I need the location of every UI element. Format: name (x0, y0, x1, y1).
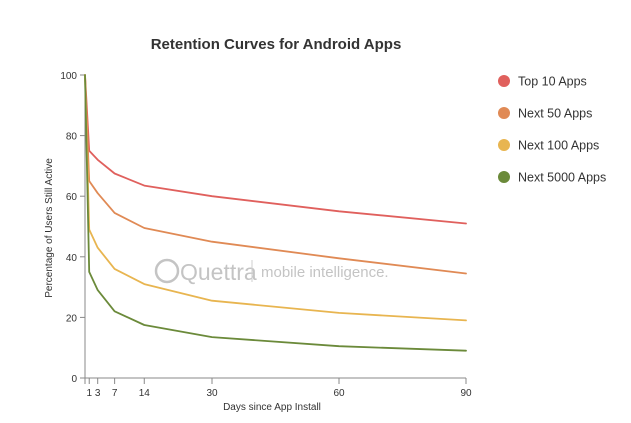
watermark: Quettra mobile intelligence. (154, 258, 389, 285)
y-tick-label: 80 (66, 132, 78, 143)
y-tick-label: 0 (71, 374, 77, 385)
watermark-brand: Quettra (180, 259, 257, 285)
legend-label-top-10-apps: Top 10 Apps (518, 75, 587, 89)
legend-label-next-100-apps: Next 100 Apps (518, 139, 599, 153)
x-tick-label: 60 (333, 388, 345, 399)
series-line-next-50-apps (84, 74, 467, 275)
x-tick-label: 30 (206, 388, 218, 399)
x-tick-label: 7 (112, 388, 118, 399)
x-tick-label: 14 (139, 388, 151, 399)
legend-marker-top-10-apps (498, 75, 510, 87)
legend: Top 10 Apps Next 50 Apps Next 100 Apps Next… (498, 75, 606, 185)
legend-marker-next-5000-apps (498, 171, 510, 183)
y-axis-label: Percentage of Users Still Active (44, 158, 55, 298)
x-tick-label: 1 (86, 388, 92, 399)
series-line-next-5000-apps (84, 74, 467, 352)
x-tick-label: 90 (460, 388, 472, 399)
y-tick-label: 20 (66, 313, 78, 324)
x-axis-label: Days since App Install (223, 402, 321, 413)
legend-marker-next-100-apps (498, 139, 510, 151)
series-line-top-10-apps (84, 74, 467, 225)
x-tick-label: 3 (95, 388, 101, 399)
watermark-tagline: mobile intelligence. (261, 264, 389, 281)
legend-label-next-50-apps: Next 50 Apps (518, 107, 592, 121)
chart-title: Retention Curves for Android Apps (151, 36, 402, 53)
quettra-logo-icon (154, 258, 180, 284)
series-layer (84, 74, 467, 352)
legend-marker-next-50-apps (498, 107, 510, 119)
y-tick-label: 60 (66, 192, 78, 203)
y-tick-label: 100 (60, 71, 77, 82)
y-tick-label: 40 (66, 253, 78, 264)
legend-label-next-5000-apps: Next 5000 Apps (518, 171, 606, 185)
series-line-next-100-apps (84, 74, 467, 322)
axes: 0 20 40 60 80 100 1 3 7 14 30 60 90 (60, 71, 472, 399)
